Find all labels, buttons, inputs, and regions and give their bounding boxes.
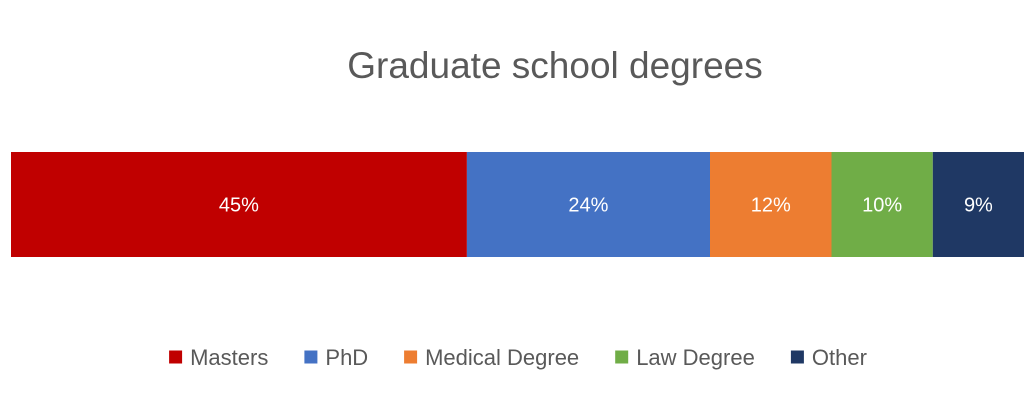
- legend-item-medical-degree[interactable]: Medical Degree: [404, 345, 579, 370]
- legend-label-law-degree: Law Degree: [636, 345, 755, 370]
- legend-label-medical-degree: Medical Degree: [425, 345, 579, 370]
- bar-segment-other[interactable]: [932, 152, 1024, 257]
- legend-swatch-other: [790, 350, 804, 364]
- legend-label-masters: Masters: [190, 345, 268, 370]
- legend-swatch-masters: [169, 350, 183, 364]
- data-label-law-degree: 10%: [862, 195, 902, 217]
- bar-segment-medical-degree[interactable]: [710, 152, 832, 257]
- stacked-bar: [11, 152, 1024, 257]
- bar-segment-masters[interactable]: [11, 152, 467, 257]
- bar-segment-law-degree[interactable]: [831, 152, 933, 257]
- legend-item-phd[interactable]: PhD: [304, 345, 368, 370]
- legend: Masters PhD Medical Degree Law Degree Other: [169, 345, 867, 370]
- data-label-medical-degree: 12%: [751, 195, 791, 217]
- bar-segment-phd[interactable]: [466, 152, 710, 257]
- chart-title: Graduate school degrees: [347, 45, 763, 86]
- legend-swatch-phd: [304, 350, 318, 364]
- data-labels: 45% 24% 12% 10% 9%: [219, 195, 993, 217]
- legend-item-masters[interactable]: Masters: [169, 345, 268, 370]
- data-label-phd: 24%: [568, 195, 608, 217]
- legend-label-phd: PhD: [325, 345, 368, 370]
- data-label-other: 9%: [964, 195, 993, 217]
- legend-item-law-degree[interactable]: Law Degree: [615, 345, 755, 370]
- legend-swatch-law-degree: [615, 350, 629, 364]
- legend-swatch-medical-degree: [404, 350, 418, 364]
- data-label-masters: 45%: [219, 195, 259, 217]
- legend-label-other: Other: [812, 345, 867, 370]
- legend-item-other[interactable]: Other: [790, 345, 867, 370]
